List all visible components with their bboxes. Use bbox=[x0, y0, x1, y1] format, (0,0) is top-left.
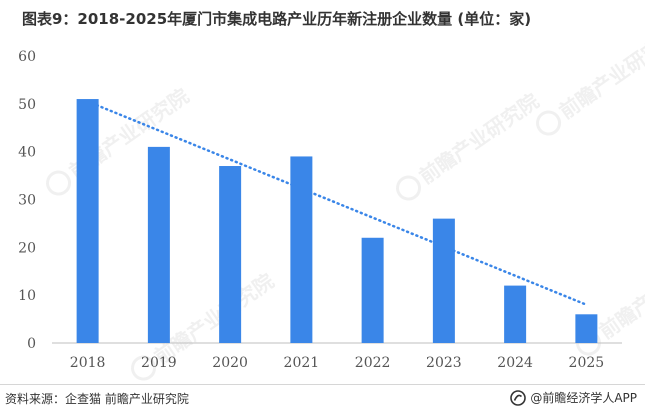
y-tick-label: 50 bbox=[18, 97, 36, 113]
x-tick-label: 2022 bbox=[355, 355, 391, 371]
qianzhan-logo-icon bbox=[510, 389, 527, 406]
y-tick-label: 60 bbox=[18, 49, 36, 65]
x-tick-label: 2020 bbox=[212, 355, 248, 371]
bar bbox=[361, 237, 384, 343]
bar-series bbox=[76, 99, 598, 343]
watermark: 前瞻产业研究院 bbox=[46, 84, 193, 196]
brand-label: @前瞻经济学人APP bbox=[530, 391, 637, 405]
bar bbox=[219, 166, 242, 343]
bar bbox=[147, 146, 170, 343]
source-note: 资料来源：企查猫 前瞻产业研究院 bbox=[5, 392, 189, 406]
svg-text:前瞻产业研究院: 前瞻产业研究院 bbox=[595, 244, 645, 344]
x-tick-label: 2024 bbox=[497, 355, 533, 371]
bar bbox=[432, 218, 455, 343]
y-tick-label: 10 bbox=[18, 288, 36, 304]
svg-text:前瞻产业研究院: 前瞻产业研究院 bbox=[415, 89, 543, 189]
x-tick-label: 2025 bbox=[569, 355, 605, 371]
brand-tag[interactable]: @前瞻经济学人APP bbox=[510, 389, 637, 406]
y-tick-label: 20 bbox=[18, 240, 36, 256]
svg-text:前瞻产业研究院: 前瞻产业研究院 bbox=[555, 24, 645, 124]
watermark: 前瞻产业研究院 bbox=[536, 24, 645, 136]
x-axis: 2018 2019 2020 2021 2022 2023 2024 2025 bbox=[70, 355, 604, 371]
y-tick-label: 0 bbox=[27, 336, 36, 352]
chart-title: 图表9：2018-2025年厦门市集成电路产业历年新注册企业数量 (单位：家) bbox=[22, 10, 532, 28]
bar bbox=[290, 156, 313, 343]
x-tick-label: 2021 bbox=[284, 355, 320, 371]
y-tick-label: 40 bbox=[18, 145, 36, 161]
y-axis: 0 10 20 30 40 50 60 bbox=[18, 49, 36, 352]
bar bbox=[504, 285, 527, 343]
bar bbox=[76, 99, 99, 343]
trendline bbox=[86, 100, 588, 306]
watermark: 前瞻产业研究院 bbox=[396, 89, 543, 201]
x-tick-label: 2018 bbox=[70, 355, 106, 371]
x-tick-label: 2023 bbox=[426, 355, 462, 371]
bar bbox=[575, 314, 598, 343]
x-tick-label: 2019 bbox=[141, 355, 177, 371]
footer-divider bbox=[0, 384, 645, 385]
y-tick-label: 30 bbox=[18, 193, 36, 209]
